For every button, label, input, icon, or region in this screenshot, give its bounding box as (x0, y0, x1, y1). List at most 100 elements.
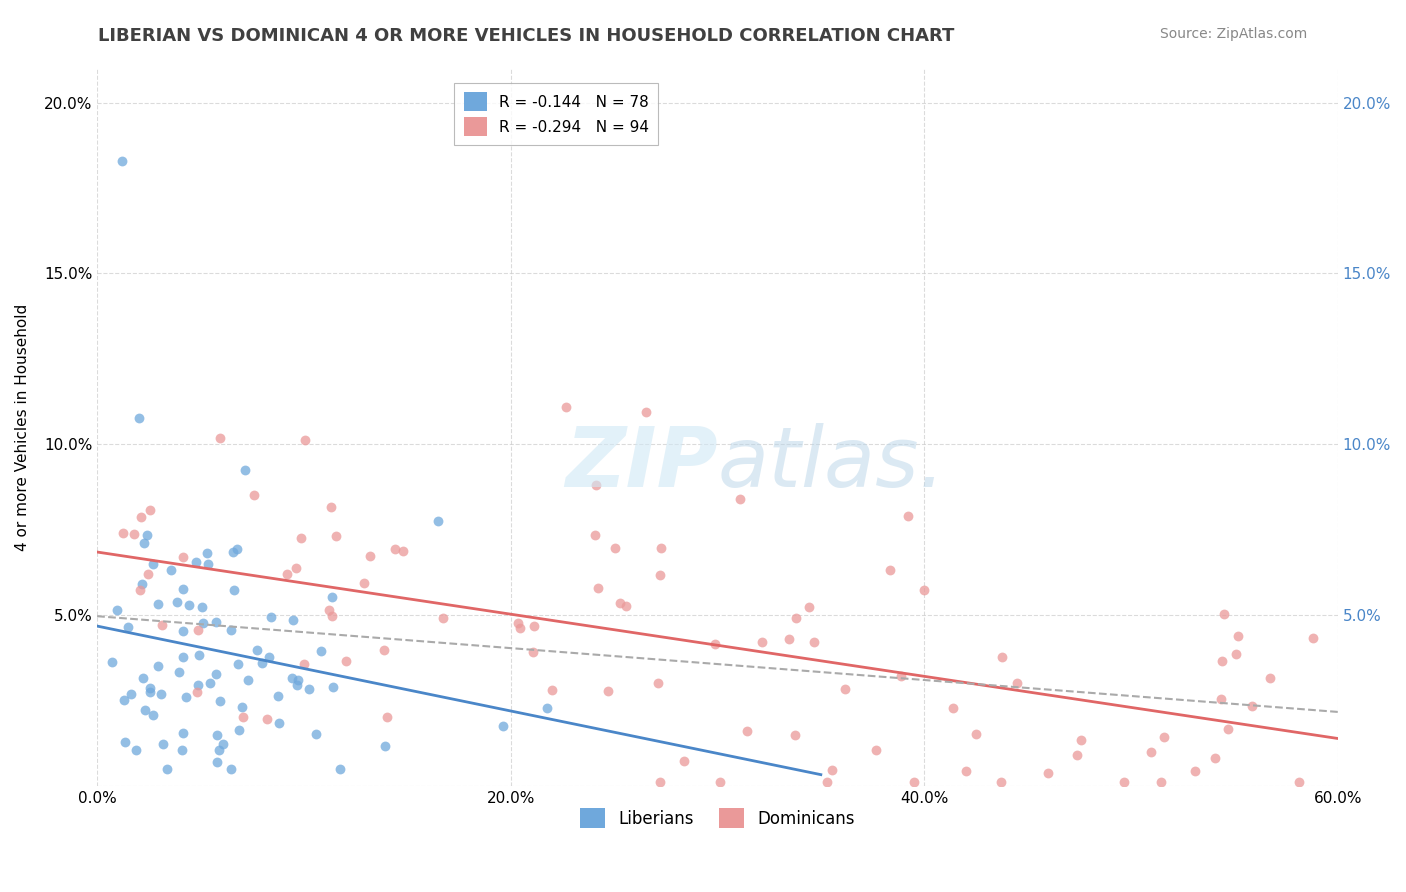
Text: atlas.: atlas. (717, 423, 946, 503)
Point (152, 737, 174, 751)
Point (1225, 647, 1247, 661)
Legend: Liberians, Dominicans: Liberians, Dominicans (574, 801, 862, 835)
Point (224, 583, 246, 598)
Point (1216, 722, 1239, 736)
Point (1209, 692, 1232, 706)
Point (506, 615, 529, 630)
Point (205, 615, 228, 630)
Point (287, 673, 309, 687)
Point (131, 576, 153, 591)
Point (267, 689, 290, 703)
Point (246, 643, 269, 657)
Point (353, 576, 375, 591)
Point (187, 678, 209, 692)
Point (186, 685, 208, 699)
Point (205, 728, 228, 742)
Point (259, 650, 281, 665)
Point (208, 694, 231, 708)
Point (134, 703, 156, 717)
Point (172, 624, 194, 638)
Point (1227, 629, 1250, 643)
Point (252, 656, 274, 670)
Point (735, 723, 758, 738)
Point (195, 546, 218, 560)
Point (991, 650, 1014, 665)
Point (865, 743, 887, 757)
Point (135, 528, 157, 542)
Point (285, 561, 308, 575)
Point (136, 566, 159, 581)
Point (785, 728, 807, 742)
Point (142, 557, 165, 571)
Point (554, 400, 576, 414)
Point (647, 675, 669, 690)
Point (912, 582, 935, 597)
Point (285, 678, 308, 692)
Point (879, 564, 901, 578)
Point (522, 645, 544, 659)
Point (112, 526, 135, 541)
Point (309, 644, 332, 658)
Point (269, 716, 291, 731)
Point (172, 550, 194, 565)
Point (1260, 672, 1282, 686)
Point (105, 602, 128, 616)
Point (536, 701, 558, 715)
Point (231, 700, 253, 714)
Point (1150, 775, 1173, 789)
Y-axis label: 4 or more Vehicles in Household: 4 or more Vehicles in Household (15, 303, 30, 550)
Point (228, 723, 250, 737)
Point (890, 669, 912, 683)
Point (321, 609, 343, 624)
Point (942, 700, 965, 714)
Text: Source: ZipAtlas.com: Source: ZipAtlas.com (1160, 27, 1308, 41)
Point (1140, 745, 1163, 759)
Point (650, 567, 672, 582)
Point (172, 582, 194, 597)
Point (256, 712, 278, 726)
Point (650, 541, 672, 556)
Point (166, 595, 188, 609)
Point (156, 762, 179, 776)
Point (292, 657, 315, 672)
Point (427, 514, 450, 528)
Text: ZIP: ZIP (565, 423, 717, 503)
Point (1241, 699, 1264, 714)
Point (131, 509, 153, 524)
Point (1184, 764, 1206, 778)
Point (704, 637, 727, 651)
Point (616, 599, 638, 613)
Point (114, 734, 136, 748)
Point (318, 603, 340, 617)
Point (228, 657, 250, 672)
Point (329, 762, 352, 776)
Point (120, 687, 142, 701)
Point (225, 541, 247, 556)
Point (1211, 654, 1233, 668)
Point (139, 681, 162, 695)
Point (1204, 750, 1226, 764)
Point (114, 692, 136, 706)
Point (636, 404, 658, 418)
Point (728, 491, 751, 506)
Point (219, 624, 242, 638)
Point (117, 620, 139, 634)
Point (709, 775, 731, 789)
Point (1066, 748, 1088, 763)
Point (375, 710, 398, 724)
Point (187, 624, 209, 638)
Point (374, 739, 396, 754)
Point (101, 655, 124, 669)
Point (335, 654, 357, 668)
Point (965, 726, 987, 740)
Point (205, 667, 228, 681)
Point (177, 598, 200, 612)
Point (797, 600, 820, 615)
Point (1302, 631, 1324, 645)
Point (1153, 730, 1175, 744)
Point (290, 531, 312, 545)
Point (325, 528, 347, 542)
Point (609, 596, 631, 610)
Point (1070, 733, 1092, 747)
Point (834, 682, 856, 697)
